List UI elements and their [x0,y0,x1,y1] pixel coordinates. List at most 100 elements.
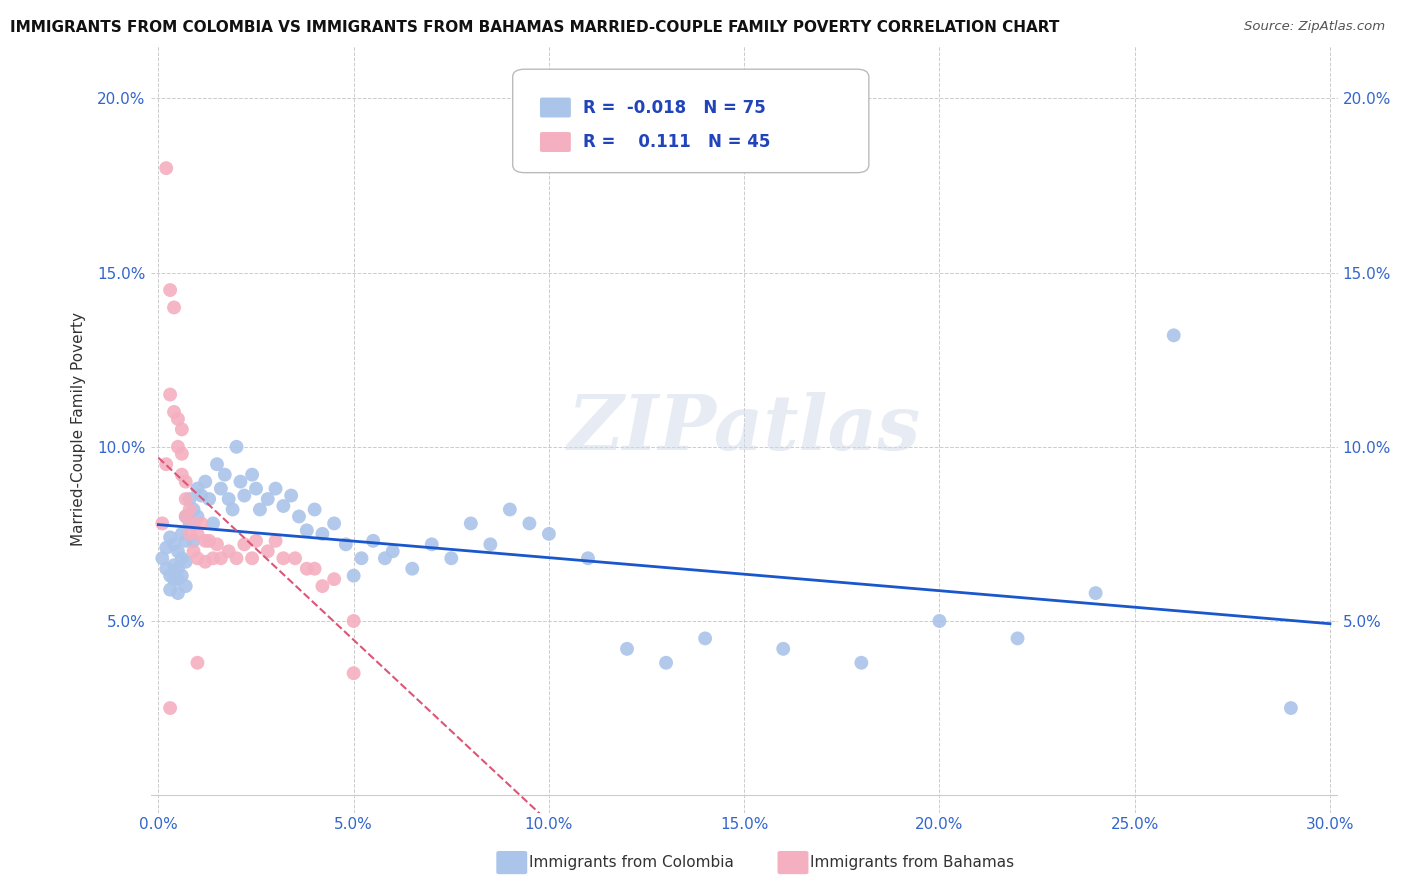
Point [256,544,278,558]
Point [335,537,357,551]
Point [273,551,295,566]
Point [695,632,717,646]
Point [1279,701,1302,715]
Point [170,467,193,482]
Point [159,530,181,544]
Point [194,533,217,548]
Text: IMMIGRANTS FROM COLOMBIA VS IMMIGRANTS FROM BAHAMAS MARRIED-COUPLE FAMILY POVERT: IMMIGRANTS FROM COLOMBIA VS IMMIGRANTS F… [10,20,1059,35]
Point [311,579,333,593]
Point [163,405,186,419]
Point [401,562,423,576]
FancyBboxPatch shape [513,70,869,173]
Point [174,509,197,524]
Point [170,551,193,566]
Point [186,656,208,670]
Point [163,537,186,551]
Point [194,555,217,569]
Point [167,412,190,426]
Point [420,537,443,551]
Point [323,516,346,531]
Text: R =    0.111   N = 45: R = 0.111 N = 45 [582,133,770,151]
Point [155,541,177,555]
Point [186,509,208,524]
Point [163,572,186,586]
Point [159,568,181,582]
Point [519,516,541,531]
Point [240,551,263,566]
Point [350,551,373,566]
Point [233,489,256,503]
Point [159,582,181,597]
Text: Source: ZipAtlas.com: Source: ZipAtlas.com [1244,20,1385,33]
Point [202,551,225,566]
Point [264,533,287,548]
Point [1163,328,1185,343]
Point [167,572,190,586]
Point [179,516,201,531]
Point [280,489,302,503]
Point [194,475,217,489]
Point [928,614,950,628]
Point [245,482,267,496]
Text: ZIPatlas: ZIPatlas [568,392,921,467]
Point [479,537,502,551]
Point [772,641,794,656]
Point [225,440,247,454]
Point [163,301,186,315]
Point [576,551,599,566]
Point [155,562,177,576]
Point [221,502,243,516]
Point [249,502,271,516]
Point [186,551,208,566]
Point [225,551,247,566]
Point [295,562,318,576]
Point [174,533,197,548]
Text: R =  -0.018   N = 75: R = -0.018 N = 75 [582,98,765,117]
Point [186,482,208,496]
FancyBboxPatch shape [540,97,571,118]
Point [273,499,295,513]
Point [499,502,522,516]
Point [295,524,318,538]
Point [311,527,333,541]
Point [218,491,240,506]
Y-axis label: Married-Couple Family Poverty: Married-Couple Family Poverty [72,312,86,547]
Point [264,482,287,496]
Point [170,527,193,541]
Point [174,491,197,506]
Point [183,533,205,548]
Point [205,457,228,471]
Point [155,457,177,471]
Point [655,656,678,670]
Point [240,467,263,482]
Text: Immigrants from Bahamas: Immigrants from Bahamas [810,855,1014,870]
Point [209,551,232,566]
Point [159,387,181,401]
Point [284,551,307,566]
Point [851,656,873,670]
Point [288,509,311,524]
Point [150,516,173,531]
Point [343,666,366,681]
Point [186,527,208,541]
Point [1084,586,1107,600]
Point [150,551,173,566]
Point [460,516,482,531]
Point [616,641,638,656]
Point [374,551,396,566]
Point [179,502,201,516]
Point [256,491,278,506]
Point [233,537,256,551]
Point [159,283,181,297]
Point [1007,632,1029,646]
Point [209,482,232,496]
Text: Immigrants from Colombia: Immigrants from Colombia [529,855,734,870]
Point [343,614,366,628]
Point [183,544,205,558]
Point [190,516,212,531]
Point [174,555,197,569]
Point [343,568,366,582]
Point [361,533,384,548]
Point [198,533,221,548]
Point [167,544,190,558]
